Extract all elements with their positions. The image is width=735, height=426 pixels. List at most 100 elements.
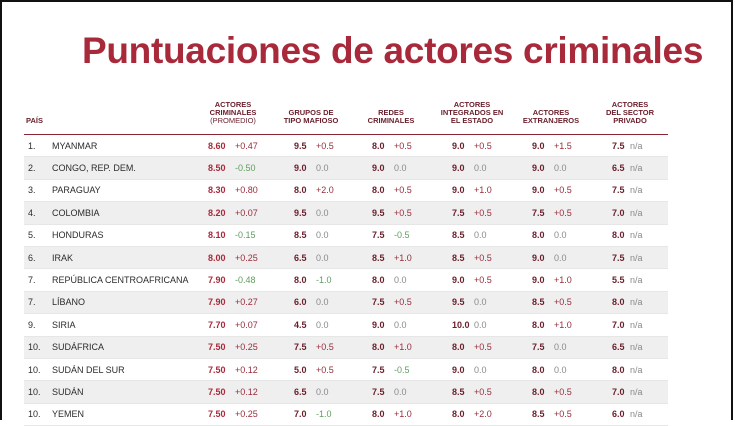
cell-networks-score: 8.5 <box>372 252 385 263</box>
row-country: HONDURAS <box>52 230 104 241</box>
cell-private-score: 6.5 <box>612 342 625 353</box>
row-rank: 10. <box>28 342 41 353</box>
cell-criminal-actors-change: -0.48 <box>235 275 256 286</box>
cell-state-change: +2.0 <box>474 409 492 420</box>
cell-networks-score: 7.5 <box>372 364 385 375</box>
cell-private-score: 6.5 <box>612 163 625 174</box>
row-country: SUDÁFRICA <box>52 342 105 353</box>
cell-state-change: 0.0 <box>474 297 487 308</box>
cell-foreign-score: 8.0 <box>532 230 545 241</box>
cell-mafia-score: 6.0 <box>294 297 307 308</box>
cell-mafia-score: 6.5 <box>294 252 307 263</box>
table-row: 10. SUDÁFRICA 7.50 +0.25 7.5 +0.5 8.0 +1.0 8.0 +0… <box>24 336 668 359</box>
cell-state-change: 0.0 <box>474 364 487 375</box>
row-rank: 9. <box>28 319 36 330</box>
cell-foreign-change: +0.5 <box>554 185 572 196</box>
cell-foreign-change: +0.5 <box>554 386 572 397</box>
cell-networks-change: 0.0 <box>394 319 407 330</box>
cell-private-change: n/a <box>630 140 643 151</box>
cell-private-change: n/a <box>630 409 643 420</box>
cell-state-change: 0.0 <box>474 230 487 241</box>
cell-criminal-actors-score: 7.50 <box>208 386 226 397</box>
cell-private-change: n/a <box>630 230 643 241</box>
cell-mafia-score: 7.5 <box>294 342 307 353</box>
row-country: MYANMAR <box>52 140 98 151</box>
table-row: 3. PARAGUAY 8.30 +0.80 8.0 +2.0 8.0 +0.5 9.0 +1.0… <box>24 180 668 203</box>
cell-networks-change: -0.5 <box>394 364 410 375</box>
cell-state-score: 8.5 <box>452 386 465 397</box>
cell-mafia-score: 5.0 <box>294 364 307 375</box>
row-rank: 6. <box>28 252 36 263</box>
cell-mafia-change: 0.0 <box>316 297 329 308</box>
cell-private-score: 7.5 <box>612 185 625 196</box>
row-rank: 1. <box>28 140 36 151</box>
cell-mafia-score: 8.0 <box>294 185 307 196</box>
cell-criminal-actors-change: +0.07 <box>235 207 258 218</box>
cell-private-score: 8.0 <box>612 230 625 241</box>
cell-networks-change: -0.5 <box>394 230 410 241</box>
cell-mafia-change: +0.5 <box>316 140 334 151</box>
cell-foreign-score: 9.0 <box>532 185 545 196</box>
row-rank: 7. <box>28 297 36 308</box>
cell-criminal-actors-score: 7.70 <box>208 319 226 330</box>
table-row: 5. HONDURAS 8.10 -0.15 8.5 0.0 7.5 -0.5 8.5 0.0 8.… <box>24 225 668 247</box>
cell-mafia-change: +0.5 <box>316 342 334 353</box>
cell-foreign-score: 7.5 <box>532 207 545 218</box>
cell-state-score: 9.0 <box>452 364 465 375</box>
cell-private-score: 7.5 <box>612 252 625 263</box>
cell-mafia-score: 9.5 <box>294 207 307 218</box>
header-criminal-actors-label: ACTORES CRIMINALES <box>209 100 257 117</box>
cell-networks-score: 8.0 <box>372 409 385 420</box>
cell-foreign-change: 0.0 <box>554 230 567 241</box>
cell-criminal-actors-score: 7.50 <box>208 342 226 353</box>
cell-private-score: 7.0 <box>612 319 625 330</box>
cell-foreign-change: +1.5 <box>554 140 572 151</box>
cell-mafia-score: 9.5 <box>294 140 307 151</box>
cell-criminal-actors-change: +0.47 <box>235 140 258 151</box>
cell-networks-change: +0.5 <box>394 297 412 308</box>
row-country: REPÚBLICA CENTROAFRICANA <box>52 275 189 286</box>
table-row: 9. SIRIA 7.70 +0.07 4.5 0.0 9.0 0.0 10.0 0.0 8.0 +1… <box>24 314 668 337</box>
row-rank: 10. <box>28 386 41 397</box>
cell-mafia-score: 8.5 <box>294 230 307 241</box>
cell-foreign-score: 8.5 <box>532 297 545 308</box>
header-private: ACTORES DEL SECTOR PRIVADO <box>605 100 655 125</box>
cell-state-change: +0.5 <box>474 386 492 397</box>
header-networks: REDES CRIMINALES <box>367 108 415 125</box>
cell-mafia-change: 0.0 <box>316 386 329 397</box>
cell-mafia-change: 0.0 <box>316 207 329 218</box>
cell-foreign-score: 8.0 <box>532 364 545 375</box>
header-criminal-actors: ACTORES CRIMINALES (PROMEDIO) <box>202 101 264 125</box>
cell-networks-change: 0.0 <box>394 275 407 286</box>
cell-foreign-score: 8.5 <box>532 409 545 420</box>
cell-mafia-score: 8.0 <box>294 275 307 286</box>
cell-private-change: n/a <box>630 297 643 308</box>
cell-private-score: 7.0 <box>612 386 625 397</box>
cell-foreign-change: +0.5 <box>554 297 572 308</box>
cell-private-change: n/a <box>630 185 643 196</box>
cell-foreign-change: +0.5 <box>554 207 572 218</box>
cell-criminal-actors-change: -0.50 <box>235 163 256 174</box>
cell-criminal-actors-score: 7.50 <box>208 409 226 420</box>
cell-foreign-score: 8.0 <box>532 319 545 330</box>
cell-mafia-change: 0.0 <box>316 230 329 241</box>
cell-private-change: n/a <box>630 275 643 286</box>
table-row: 10. SUDÁN 7.50 +0.12 6.5 0.0 7.5 0.0 8.5 +0.5 8.0 +… <box>24 381 668 404</box>
cell-private-change: n/a <box>630 364 643 375</box>
cell-mafia-score: 6.5 <box>294 386 307 397</box>
cell-mafia-change: +2.0 <box>316 185 334 196</box>
cell-foreign-score: 9.0 <box>532 140 545 151</box>
cell-private-score: 7.0 <box>612 207 625 218</box>
cell-criminal-actors-score: 7.90 <box>208 297 226 308</box>
cell-criminal-actors-change: -0.15 <box>235 230 256 241</box>
header-mafia: GRUPOS DE TIPO MAFIOSO <box>283 108 339 125</box>
cell-state-score: 9.5 <box>452 297 465 308</box>
cell-criminal-actors-change: +0.27 <box>235 297 258 308</box>
cell-foreign-change: +0.5 <box>554 409 572 420</box>
row-country: CONGO, REP. DEM. <box>52 163 136 174</box>
table-row: 7. LÍBANO 7.90 +0.27 6.0 0.0 7.5 +0.5 9.5 0.0 8.5 +… <box>24 291 668 315</box>
cell-networks-score: 8.0 <box>372 140 385 151</box>
cell-state-score: 9.0 <box>452 140 465 151</box>
cell-private-score: 7.5 <box>612 140 625 151</box>
